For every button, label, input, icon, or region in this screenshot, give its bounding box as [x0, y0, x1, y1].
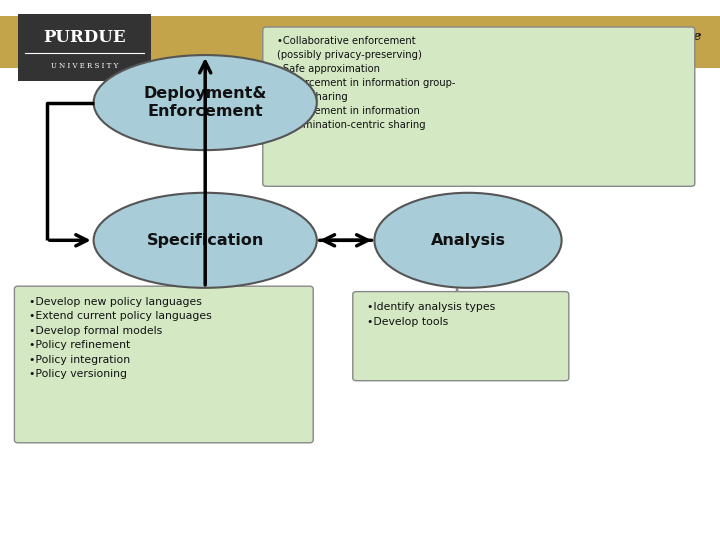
Text: Analysis: Analysis [431, 233, 505, 248]
Bar [0, 16, 720, 68]
Text: Specification: Specification [146, 233, 264, 248]
Ellipse shape [94, 55, 317, 150]
Bar [18, 14, 151, 81]
Text: PURDUE: PURDUE [43, 29, 126, 45]
Ellipse shape [94, 193, 317, 288]
Text: Policy Lifecycle Diagram: Policy Lifecycle Diagram [184, 83, 644, 117]
Text: U N I V E R S I T Y: U N I V E R S I T Y [51, 62, 118, 70]
Polygon shape [216, 108, 266, 146]
Ellipse shape [374, 193, 562, 288]
Text: •Identify analysis types
•Develop tools: •Identify analysis types •Develop tools [367, 302, 495, 327]
FancyBboxPatch shape [14, 286, 313, 443]
FancyBboxPatch shape [353, 292, 569, 381]
FancyBboxPatch shape [263, 27, 695, 186]
Text: •Develop new policy languages
•Extend current policy languages
•Develop formal m: •Develop new policy languages •Extend cu… [29, 297, 212, 379]
Polygon shape [130, 288, 187, 440]
Text: Department of Computer Science: Department of Computer Science [454, 30, 702, 43]
Text: Deployment&
Enforcement: Deployment& Enforcement [143, 86, 267, 119]
Text: •Collaborative enforcement
(possibly privacy-preserving)
•Safe approximation
•En: •Collaborative enforcement (possibly pri… [277, 36, 456, 130]
Polygon shape [428, 288, 479, 378]
